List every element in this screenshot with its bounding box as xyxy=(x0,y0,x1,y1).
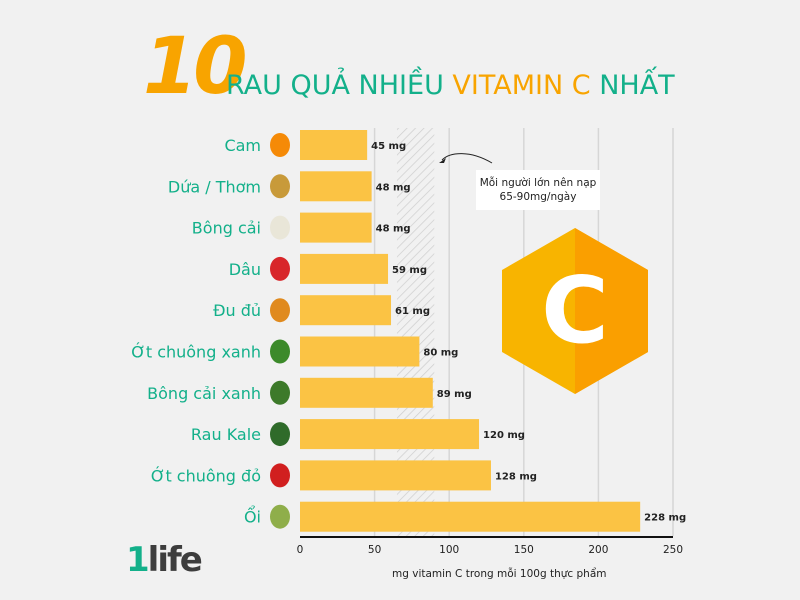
value-label: 61 mg xyxy=(395,306,430,317)
bar xyxy=(300,130,368,160)
guava-icon xyxy=(270,504,290,529)
value-label: 128 mg xyxy=(495,471,537,482)
cauliflower-icon xyxy=(270,215,290,240)
bar xyxy=(300,377,433,408)
badge-letter: C xyxy=(541,257,609,364)
x-tick-label: 200 xyxy=(588,544,608,556)
value-label: 59 mg xyxy=(392,265,427,276)
bar xyxy=(300,171,372,202)
bar xyxy=(300,419,480,450)
red-pepper-icon xyxy=(270,463,290,488)
pineapple-icon xyxy=(270,174,290,199)
arrow-head xyxy=(439,158,446,163)
value-label: 89 mg xyxy=(437,389,472,400)
bar xyxy=(300,501,641,532)
page-title: RAU QUẢ NHIỀU VITAMIN C NHẤT xyxy=(226,70,675,101)
title-part2: NHẤT xyxy=(590,70,675,101)
x-tick-label: 250 xyxy=(663,544,683,556)
x-tick-label: 50 xyxy=(368,544,381,556)
broccoli-icon xyxy=(270,380,290,405)
category-label: Cam xyxy=(224,136,261,155)
title-highlight: VITAMIN C xyxy=(452,70,591,101)
bar xyxy=(300,295,392,326)
category-label: Dâu xyxy=(229,260,261,279)
green-pepper-icon xyxy=(270,339,290,364)
bar xyxy=(300,336,420,367)
value-label: 48 mg xyxy=(376,182,411,193)
category-label: Ổi xyxy=(244,506,261,527)
note-line1: Mỗi người lớn nên nạp xyxy=(479,177,597,189)
note-line2: 65-90mg/ngày xyxy=(499,191,577,203)
bar xyxy=(300,212,372,243)
value-label: 228 mg xyxy=(644,513,686,524)
hexagon-badge: C xyxy=(502,228,648,394)
category-label: Dứa / Thơm xyxy=(168,177,261,196)
bar xyxy=(300,460,491,491)
x-axis-label: mg vitamin C trong mỗi 100g thực phẩm xyxy=(392,568,607,580)
bar xyxy=(300,253,389,284)
strawberry-icon xyxy=(270,256,290,281)
hexagon-shade xyxy=(575,228,648,394)
x-tick-label: 0 xyxy=(297,544,304,556)
value-label: 80 mg xyxy=(423,348,458,359)
logo: 1life xyxy=(126,540,203,580)
recommendation-note: Mỗi người lớn nên nạp 65-90mg/ngày xyxy=(476,170,600,210)
category-label: Ớt chuông đỏ xyxy=(151,466,261,485)
x-tick-label: 150 xyxy=(514,544,534,556)
note-arrow xyxy=(441,153,493,164)
category-label: Ớt chuông xanh xyxy=(131,343,261,362)
value-label: 48 mg xyxy=(376,224,411,235)
x-tick-label: 100 xyxy=(439,544,459,556)
value-label: 120 mg xyxy=(483,430,525,441)
category-label: Bông cải xyxy=(192,219,261,238)
category-label: Đu đủ xyxy=(213,301,261,320)
kale-icon xyxy=(270,422,290,447)
title-part1: RAU QUẢ NHIỀU xyxy=(226,70,453,101)
orange-icon xyxy=(270,133,290,157)
value-label: 45 mg xyxy=(371,141,406,152)
category-label: Bông cải xanh xyxy=(147,384,261,403)
papaya-icon xyxy=(270,298,290,323)
title-number: 10 xyxy=(143,22,248,112)
category-label: Rau Kale xyxy=(191,425,261,444)
